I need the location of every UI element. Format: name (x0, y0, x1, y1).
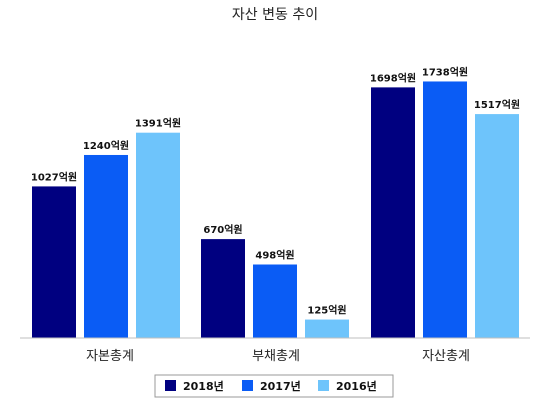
bar (201, 239, 245, 338)
bar (32, 186, 76, 338)
legend-label: 2016년 (336, 379, 377, 393)
chart-title: 자산 변동 추이 (232, 7, 318, 23)
legend-swatch (318, 380, 329, 391)
legend-box (154, 374, 394, 398)
data-label: 1240억원 (83, 139, 129, 152)
data-label: 498억원 (255, 248, 294, 261)
category-labels: 자본총계 부채총계 자산총계 (86, 349, 470, 364)
bar (84, 154, 128, 338)
legend-label: 2018년 (183, 379, 224, 393)
bar (371, 87, 415, 338)
legend-swatch (165, 380, 176, 391)
data-label: 1391억원 (135, 117, 181, 130)
category-label: 부채총계 (252, 349, 300, 364)
data-label: 1517억원 (474, 98, 520, 111)
bar (136, 132, 180, 338)
bar (253, 264, 297, 338)
data-label: 1738억원 (422, 65, 468, 78)
bar (305, 319, 349, 338)
legend: 2018년 2017년 2016년 (165, 379, 377, 393)
data-label: 670억원 (203, 223, 242, 236)
bars-group: 1027억원 1240억원 1391억원 670억원 498억원 125억원 1698억원 1… (31, 65, 520, 339)
category-label: 자산총계 (422, 349, 470, 364)
legend-label: 2017년 (260, 379, 301, 393)
bar (475, 114, 519, 339)
data-label: 1027억원 (31, 170, 77, 183)
category-label: 자본총계 (86, 349, 134, 364)
bar (423, 81, 467, 339)
legend-swatch (242, 380, 253, 391)
data-label: 125억원 (307, 304, 346, 317)
data-label: 1698억원 (370, 71, 416, 84)
